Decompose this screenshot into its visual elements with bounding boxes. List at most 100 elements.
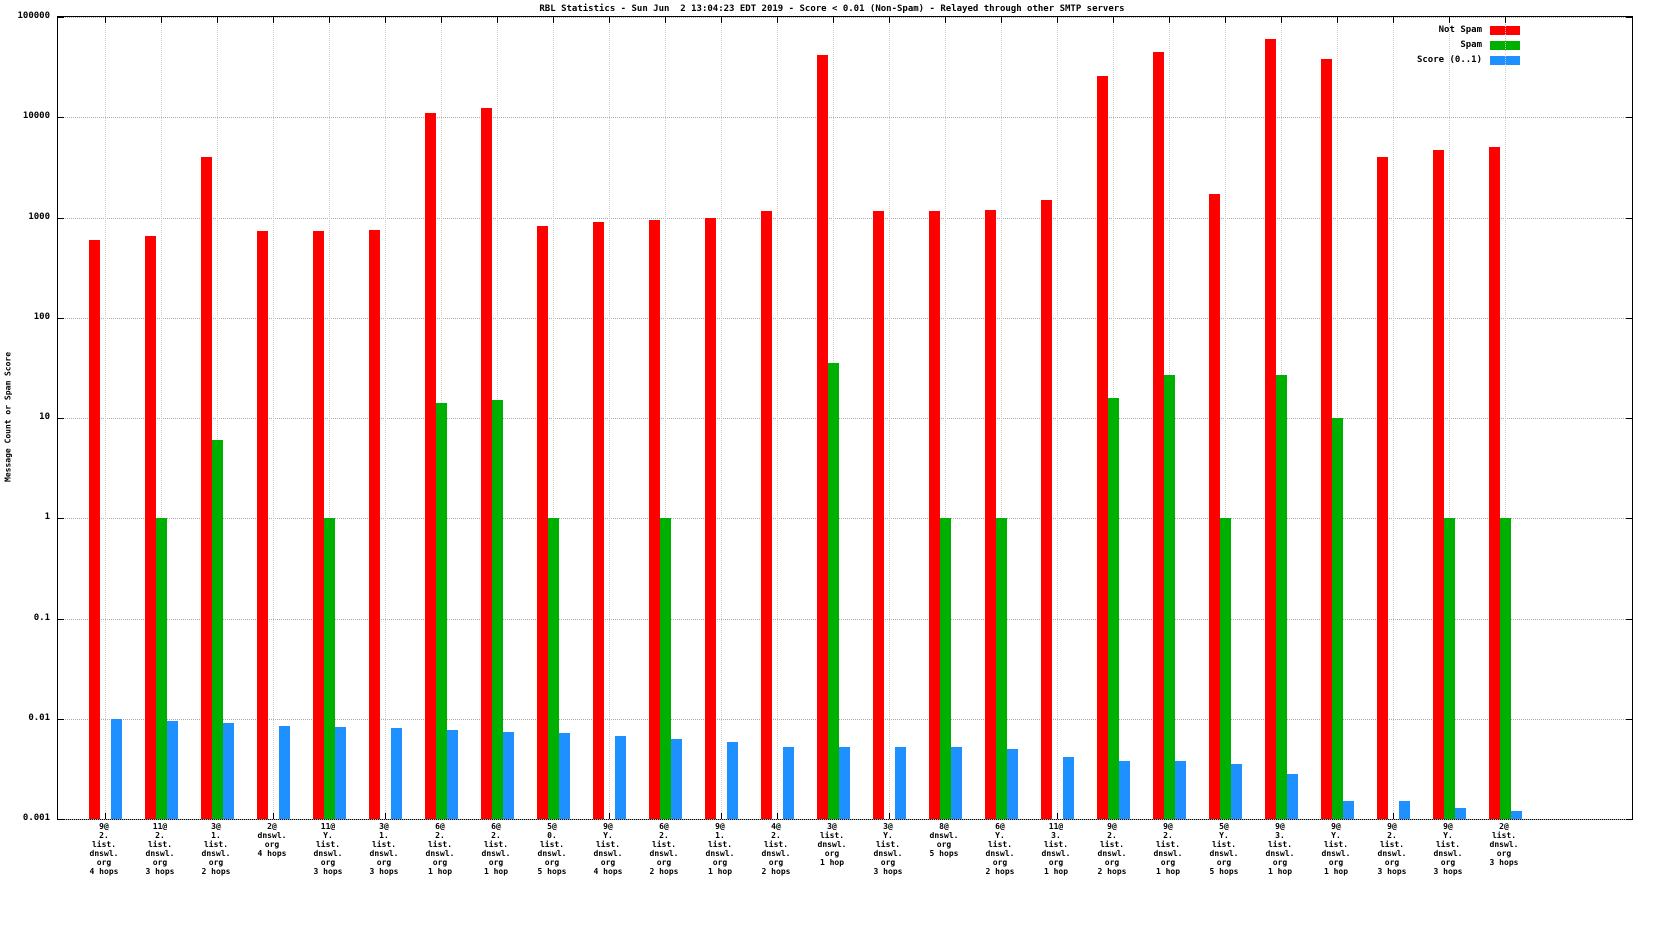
x-tickmark-top <box>497 17 498 23</box>
bar-not-spam <box>368 230 380 819</box>
x-tickmark-top <box>1057 17 1058 23</box>
bar-not-spam <box>536 225 548 819</box>
x-tick-label: 3@ Y. list. dnswl. org 3 hops <box>873 822 903 876</box>
bar-score <box>1398 801 1410 819</box>
x-gridline <box>329 17 330 819</box>
bar-not-spam <box>480 107 492 819</box>
x-tickmark-top <box>665 17 666 23</box>
x-gridline <box>217 17 218 819</box>
bar-not-spam <box>1264 39 1276 819</box>
bar-spam <box>1219 518 1231 819</box>
x-tick-label: 2@ list. dnswl. org 3 hops <box>1489 822 1519 867</box>
x-gridline <box>1001 17 1002 819</box>
x-tickmark-top <box>553 17 554 23</box>
bar-spam <box>939 518 951 819</box>
x-tickmark-top <box>1113 17 1114 23</box>
bar-not-spam <box>312 230 324 819</box>
bar-not-spam <box>1096 75 1108 819</box>
y-tickmark-left <box>58 718 64 720</box>
x-tick-label: 6@ 2. list. dnswl. org 2 hops <box>649 822 679 876</box>
x-gridline <box>553 17 554 819</box>
x-tick-label: 9@ 1. list. dnswl. org 1 hop <box>705 822 735 876</box>
bar-spam <box>211 440 223 819</box>
y-tickmark-right <box>1626 317 1632 319</box>
bar-score <box>1006 748 1018 819</box>
bar-not-spam <box>1208 194 1220 819</box>
x-tickmark-top <box>945 17 946 23</box>
x-tick-label: 9@ 2. list. dnswl. org 2 hops <box>1097 822 1127 876</box>
bar-not-spam <box>1152 51 1164 819</box>
legend-row: Not Spam <box>1439 25 1520 35</box>
x-gridline <box>945 17 946 819</box>
y-gridline <box>58 17 1632 18</box>
x-tickmark-top <box>273 17 274 23</box>
x-tick-label: 9@ Y. list. dnswl. org 3 hops <box>1433 822 1463 876</box>
bar-spam <box>1499 518 1511 819</box>
bar-not-spam <box>1040 199 1052 819</box>
y-tickmark-right <box>1626 618 1632 620</box>
y-tickmark-right <box>1626 718 1632 720</box>
bar-spam <box>435 403 447 819</box>
bar-not-spam <box>648 219 660 819</box>
bar-spam <box>155 518 167 819</box>
plot-area: Not Spam Spam Score (0..1) <box>57 16 1633 820</box>
bar-score <box>110 718 122 819</box>
bar-spam <box>323 518 335 819</box>
x-tickmark-top <box>441 17 442 23</box>
y-tickmark-left <box>58 117 64 119</box>
bar-score <box>670 738 682 819</box>
bar-score <box>1342 801 1354 819</box>
x-tickmark-top <box>889 17 890 23</box>
x-tickmark-bottom <box>721 813 722 819</box>
bar-not-spam <box>928 211 940 819</box>
bar-not-spam <box>88 239 100 819</box>
bar-score <box>334 727 346 819</box>
y-tick-label: 100 <box>33 311 50 322</box>
x-tickmark-top <box>721 17 722 23</box>
y-tickmark-right <box>1626 819 1632 820</box>
x-tick-label: 11@ Y. list. dnswl. org 3 hops <box>313 822 343 876</box>
chart-title: RBL Statistics - Sun Jun 2 13:04:23 EDT … <box>539 4 1125 14</box>
x-tickmark-bottom <box>889 813 890 819</box>
x-tickmark-bottom <box>105 813 106 819</box>
x-gridline <box>777 17 778 819</box>
bar-score <box>1230 764 1242 819</box>
x-gridline <box>105 17 106 819</box>
bar-spam <box>1443 518 1455 819</box>
y-tickmark-right <box>1626 117 1632 119</box>
y-tickmark-left <box>58 418 64 419</box>
y-tick-label: 10 <box>39 412 50 422</box>
x-tickmark-top <box>105 17 106 23</box>
bar-score <box>1174 760 1186 819</box>
x-tick-label: 5@ 0. list. dnswl. org 5 hops <box>537 822 567 876</box>
x-tick-label: 3@ 1. list. dnswl. org 2 hops <box>201 822 231 876</box>
bar-score <box>838 747 850 819</box>
y-tickmark-left <box>58 17 64 18</box>
x-tick-label: 5@ Y. list. dnswl. org 5 hops <box>1209 822 1239 876</box>
bar-score <box>1510 811 1522 819</box>
y-tick-label: 1 <box>44 512 50 523</box>
bar-score <box>390 728 402 819</box>
x-tick-label: 6@ 2. list. dnswl. org 1 hop <box>425 822 455 876</box>
bar-score <box>222 723 234 819</box>
y-tickmark-right <box>1626 17 1632 18</box>
bar-score <box>502 732 514 819</box>
bar-not-spam <box>816 54 828 819</box>
x-tick-label: 2@ dnswl. org 4 hops <box>257 822 287 858</box>
bar-score <box>446 729 458 819</box>
x-tickmark-top <box>1393 17 1394 23</box>
y-tick-label: 100000 <box>17 11 50 21</box>
bar-spam <box>827 363 839 819</box>
x-gridline <box>1057 17 1058 819</box>
x-tickmark-top <box>1225 17 1226 23</box>
bar-score <box>894 747 906 819</box>
y-tickmark-left <box>58 317 64 319</box>
bar-not-spam <box>1432 150 1444 819</box>
x-tick-label: 6@ Y. list. dnswl. org 2 hops <box>985 822 1015 876</box>
bar-spam <box>547 518 559 819</box>
x-tickmark-top <box>217 17 218 23</box>
x-tickmark-top <box>329 17 330 23</box>
bar-not-spam <box>424 113 436 819</box>
y-gridline <box>58 518 1632 520</box>
bar-score <box>1286 774 1298 819</box>
